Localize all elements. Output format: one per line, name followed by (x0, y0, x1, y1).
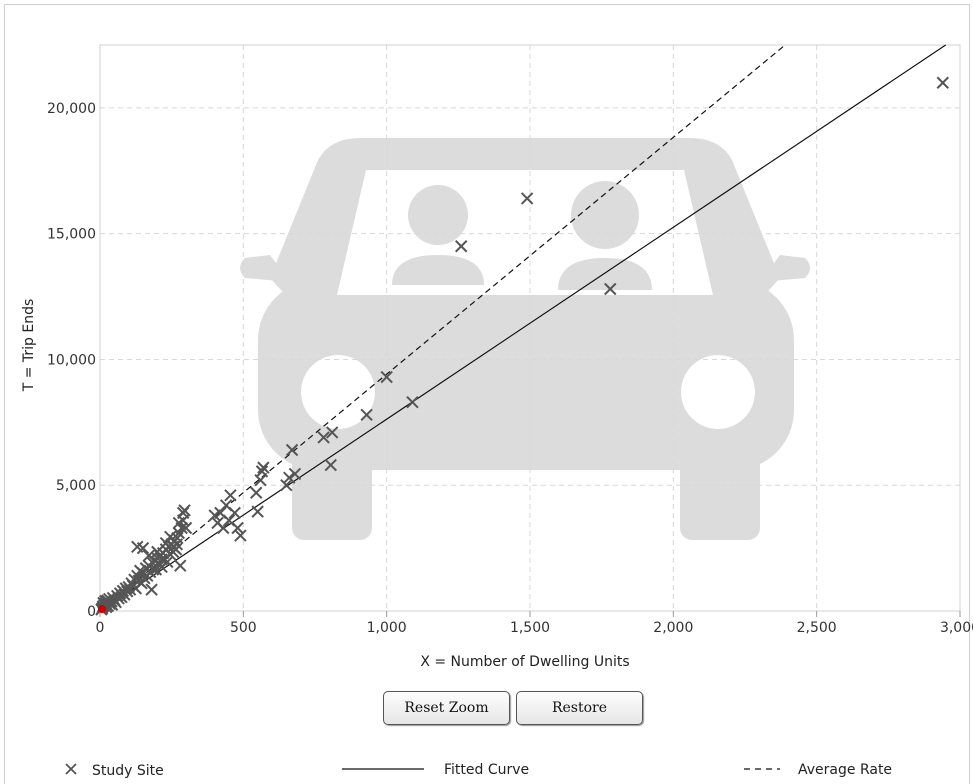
y-tick-label: 5,000 (56, 478, 96, 494)
chart-frame (4, 4, 970, 784)
x-tick-label: 500 (230, 620, 257, 636)
study-site-point[interactable] (288, 467, 302, 481)
study-site-point[interactable] (454, 240, 468, 253)
car-with-two-people-icon (240, 138, 810, 540)
study-site-point[interactable] (520, 192, 534, 205)
trend-lines (99, 44, 947, 612)
y-tick-label: 10,000 (47, 352, 96, 368)
y-tick-label: 20,000 (47, 101, 96, 117)
study-site-point[interactable] (224, 489, 237, 502)
study-site-points (95, 76, 950, 616)
study-site-point[interactable] (282, 471, 296, 484)
study-site-point[interactable] (179, 521, 193, 535)
study-site-point[interactable] (142, 549, 155, 562)
x-tick-label: 3,000 (940, 620, 973, 636)
legend-item-average-rate: Average Rate (744, 762, 892, 778)
study-site-point[interactable] (170, 538, 184, 551)
y-tick-label: 0 (87, 604, 96, 620)
x-tick-label: 1,500 (510, 620, 550, 636)
study-site-point[interactable] (251, 505, 264, 518)
study-site-point[interactable] (136, 541, 150, 555)
legend-item-fitted-curve: Fitted Curve (342, 762, 529, 778)
x-tick-label: 0 (96, 620, 105, 636)
study-site-point[interactable] (604, 282, 617, 296)
study-site-point[interactable] (159, 536, 173, 550)
study-site-point[interactable] (172, 516, 186, 530)
legend: Study Site Fitted Curve Average Rate (0, 760, 973, 783)
x-tick-label: 2,500 (797, 620, 837, 636)
study-site-point[interactable] (325, 426, 339, 439)
study-site-point[interactable] (317, 431, 330, 444)
study-site-point[interactable] (145, 583, 158, 596)
study-site-point[interactable] (936, 76, 950, 89)
study-site-point[interactable] (406, 396, 419, 409)
study-site-point[interactable] (217, 521, 230, 535)
grid (100, 45, 960, 611)
x-tick-label: 2,000 (653, 620, 693, 636)
dashed-line-icon (744, 762, 780, 778)
legend-label-fitted-curve: Fitted Curve (444, 762, 530, 778)
y-axis-title: T = Trip Ends (21, 299, 37, 393)
study-site-point[interactable] (324, 458, 337, 472)
chart-svg: 0 500 1,000 1,500 2,000 2,500 3,000 0 5,000 10,0… (21, 44, 973, 670)
reset-zoom-button[interactable]: Reset Zoom (383, 691, 510, 725)
study-site-point[interactable] (155, 553, 168, 566)
x-marker-icon (64, 762, 78, 780)
legend-item-study-site: Study Site (64, 762, 164, 780)
x-axis-title: X = Number of Dwelling Units (420, 654, 629, 670)
fitted-curve-line (105, 44, 947, 608)
y-axis-ticks: 0 5,000 10,000 15,000 20,000 (47, 101, 96, 620)
legend-label-average-rate: Average Rate (798, 762, 893, 778)
x-tick-label: 1,000 (367, 620, 407, 636)
study-site-point[interactable] (285, 443, 299, 457)
restore-button[interactable]: Restore (516, 691, 643, 725)
study-site-point[interactable] (250, 486, 263, 499)
y-tick-label: 15,000 (47, 227, 96, 243)
solid-line-icon (342, 762, 424, 778)
legend-label-study-site: Study Site (92, 763, 164, 779)
study-site-point[interactable] (380, 370, 393, 384)
study-site-point[interactable] (176, 506, 190, 520)
study-site-point[interactable] (255, 465, 269, 478)
study-site-point[interactable] (280, 479, 293, 492)
average-rate-line (99, 44, 786, 612)
study-site-point[interactable] (228, 506, 241, 520)
study-site-point[interactable] (257, 461, 270, 474)
study-site-point[interactable] (231, 521, 244, 535)
study-site-point[interactable] (234, 529, 247, 542)
study-site-point[interactable] (146, 563, 160, 576)
study-site-point[interactable] (174, 559, 187, 572)
x-axis-ticks: 0 500 1,000 1,500 2,000 2,500 3,000 (96, 611, 973, 636)
origin-marker (98, 605, 106, 613)
study-site-point[interactable] (360, 408, 373, 421)
